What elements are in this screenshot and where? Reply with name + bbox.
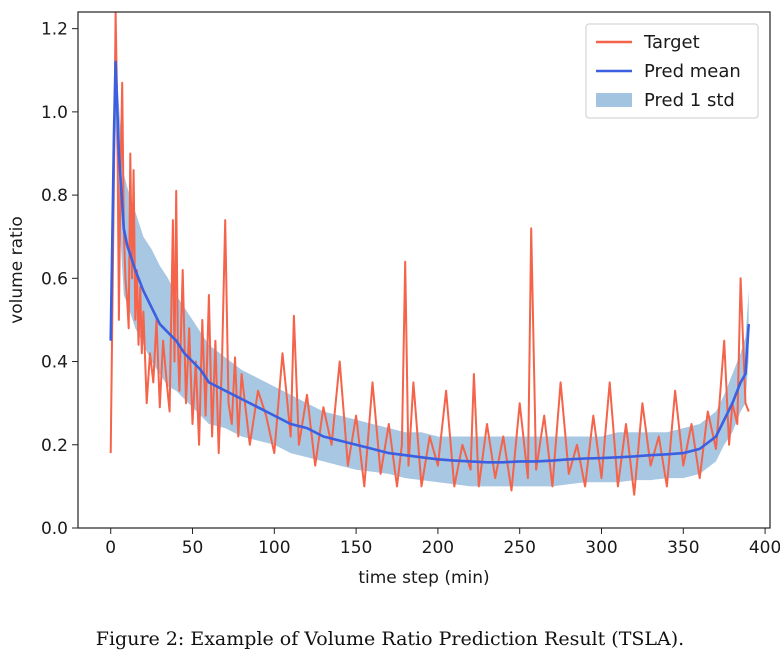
y-tick-label: 0.8: [41, 186, 68, 206]
y-axis-label: volume ratio: [7, 216, 27, 324]
y-tick-label: 1.2: [41, 20, 68, 40]
x-tick-label: 50: [182, 538, 204, 558]
x-tick-label: 0: [105, 538, 116, 558]
x-tick-label: 350: [667, 538, 699, 558]
plot-area: [109, 12, 750, 496]
x-tick-label: 150: [340, 538, 372, 558]
y-tick-label: 0.4: [41, 353, 68, 373]
y-axis: 0.0 0.2 0.4 0.6 0.8 1.0 1.2: [41, 20, 78, 539]
x-tick-label: 400: [749, 538, 780, 558]
axes-frame: [77, 11, 771, 529]
pred-mean-line: [109, 60, 750, 464]
x-tick-label: 100: [258, 538, 290, 558]
x-axis-label: time step (min): [358, 568, 489, 588]
x-tick-label: 200: [422, 538, 454, 558]
y-tick-label: 1.0: [41, 103, 68, 123]
legend-pred-std-label: Pred 1 std: [644, 90, 735, 111]
legend: Target Pred mean Pred 1 std: [585, 23, 759, 119]
x-axis: 0 50 100 150 200 250 300 350 400: [105, 528, 780, 558]
x-tick-label: 300: [585, 538, 617, 558]
y-tick-label: 0.2: [41, 436, 68, 456]
y-tick-label: 0.6: [41, 269, 68, 289]
chart: 0 50 100 150 200 250 300 350 400 0.0 0.2 0.4 0.6 0.8…: [7, 11, 780, 588]
y-tick-label: 0.0: [41, 519, 68, 539]
pred-std-band: [110, 53, 749, 487]
legend-target-label: Target: [643, 32, 700, 53]
x-tick-label: 250: [503, 538, 535, 558]
legend-pred-mean-label: Pred mean: [644, 61, 741, 82]
legend-pred-std-swatch: [596, 93, 632, 107]
figure-caption: Figure 2: Example of Volume Ratio Predic…: [95, 628, 685, 650]
